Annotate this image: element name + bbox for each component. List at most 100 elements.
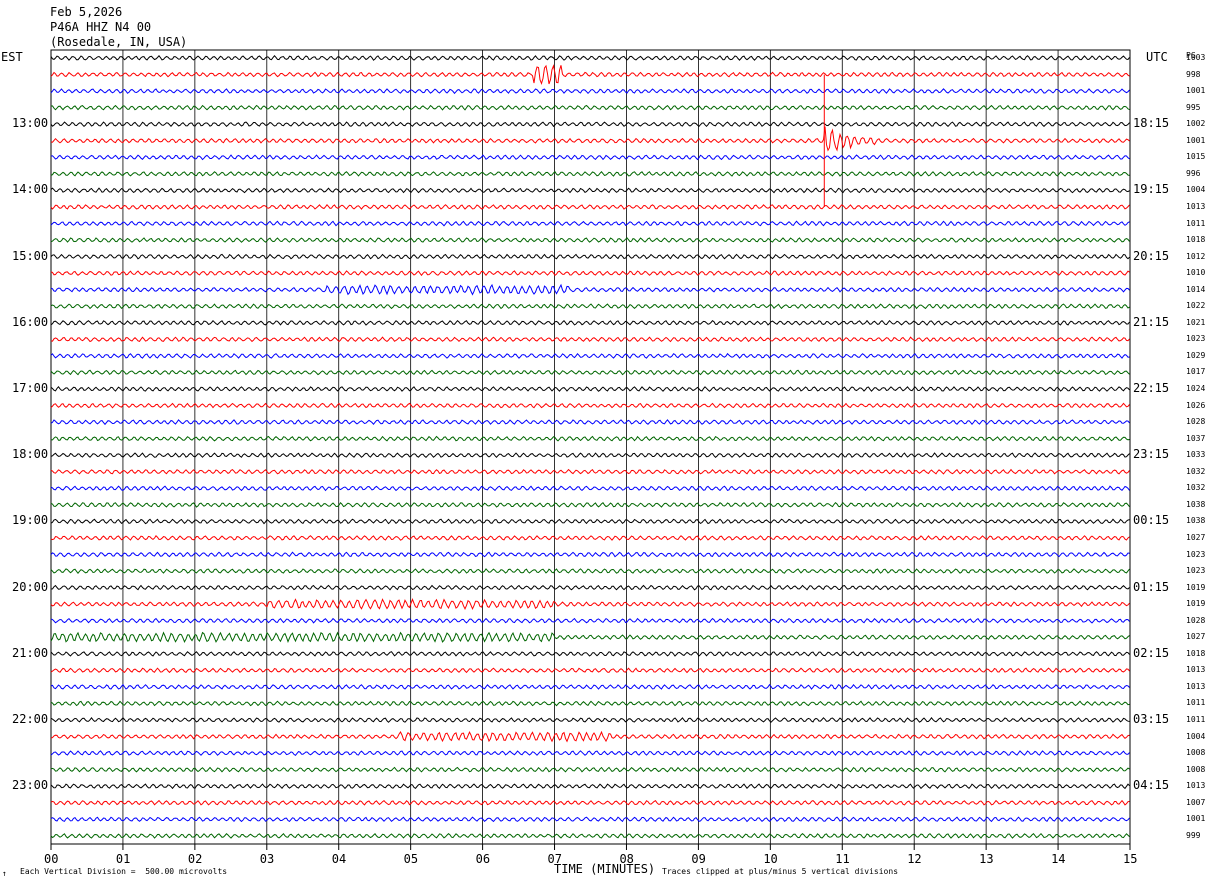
row-value: 1012 [1186, 251, 1206, 261]
utc-hour-label: 04:15 [1133, 778, 1170, 793]
x-tick-label: 02 [187, 852, 203, 866]
trace-row-3 [50, 104, 1130, 111]
utc-hour-label: 01:15 [1133, 579, 1170, 594]
row-value: 995 [1186, 102, 1201, 112]
trace-row-23 [51, 435, 1130, 442]
row-value: 1033 [1186, 450, 1206, 460]
trace-row-43 [50, 766, 1130, 773]
est-hour-label: 19:00 [12, 513, 49, 528]
row-value: 1013 [1186, 681, 1206, 691]
trace-row-19 [50, 369, 1130, 376]
utc-hour-label: 03:15 [1133, 712, 1170, 726]
row-value: 1001 [1186, 135, 1206, 145]
plot-frame [50, 49, 1131, 845]
est-hour-label: 22:00 [12, 712, 49, 726]
trace-row-10 [50, 220, 1130, 227]
utc-hour-label: 00:15 [1133, 513, 1170, 528]
x-tick-label: 05 [403, 852, 419, 866]
trace-row-2 [50, 88, 1130, 95]
date-label: Feb 5,2026 [50, 5, 123, 19]
utc-hour-label: 23:15 [1133, 447, 1170, 462]
row-value: 1038 [1186, 516, 1206, 526]
trace-row-45 [50, 799, 1130, 806]
trace-row-29 [50, 535, 1130, 541]
est-hour-label: 20:00 [12, 579, 49, 594]
trace-group [50, 55, 1130, 839]
row-value: 1011 [1186, 218, 1206, 228]
trace-row-35 [50, 631, 1130, 644]
minute-gridlines [50, 49, 1131, 845]
row-value: 1038 [1186, 499, 1206, 509]
x-tick-label: 14 [1051, 852, 1066, 866]
row-value: 1017 [1186, 367, 1206, 377]
trace-row-26 [50, 485, 1130, 492]
trace-row-44 [50, 783, 1130, 790]
row-value: 1008 [1186, 748, 1206, 758]
trace-row-0 [50, 55, 1130, 61]
station-label: P46A HHZ N4 00 [50, 20, 152, 34]
row-value: 1014 [1186, 284, 1206, 294]
trace-row-22 [50, 419, 1130, 426]
x-tick-label: 06 [475, 852, 491, 866]
row-value: 1013 [1186, 665, 1206, 675]
row-value: 1013 [1186, 781, 1206, 791]
row-value: 1019 [1186, 582, 1206, 592]
est-hour-label: 14:00 [12, 182, 49, 197]
row-value: 1032 [1186, 483, 1206, 493]
row-value: 1018 [1186, 648, 1206, 658]
trace-row-31 [50, 568, 1130, 575]
trace-row-25 [50, 468, 1130, 475]
row-value: 1028 [1186, 417, 1206, 427]
x-tick-label: 03 [259, 852, 275, 866]
trace-row-7 [50, 171, 1130, 177]
row-value: 999 [1186, 830, 1201, 840]
x-tick-label: 04 [331, 852, 347, 866]
time-axis [50, 844, 1131, 850]
est-hour-label: 16:00 [12, 314, 49, 329]
trace-row-20 [50, 386, 1130, 392]
pg-label: PG [1186, 51, 1196, 60]
trace-row-38 [50, 683, 1130, 690]
x-tick-label: 13 [979, 852, 994, 866]
trace-row-42 [50, 750, 1130, 756]
corner-mark: ↑ [2, 869, 7, 878]
row-value: 1023 [1186, 566, 1206, 576]
row-value: 1024 [1186, 384, 1206, 393]
trace-row-13 [50, 270, 1130, 277]
row-value: 1023 [1186, 334, 1206, 344]
trace-row-14 [50, 283, 1130, 296]
x-tick-label: 11 [835, 852, 850, 866]
clip-note: Traces clipped at plus/minus 5 vertical … [662, 867, 899, 876]
trace-row-39 [50, 700, 1130, 707]
trace-row-11 [50, 237, 1130, 243]
est-hour-label: 17:00 [12, 381, 49, 395]
location-label: (Rosedale, IN, USA) [50, 35, 188, 49]
row-value: 1027 [1186, 632, 1206, 642]
trace-row-40 [50, 716, 1130, 723]
trace-row-5 [50, 126, 1130, 152]
est-hour-label: 21:00 [12, 645, 49, 660]
row-value: 1010 [1186, 268, 1206, 278]
row-value: 1015 [1186, 152, 1206, 162]
trace-row-17 [50, 336, 1130, 343]
row-value: 1011 [1186, 698, 1206, 708]
row-value: 1026 [1186, 400, 1206, 410]
est-hour-label: 23:00 [12, 778, 49, 793]
utc-hour-label: 02:15 [1133, 645, 1170, 660]
trace-row-4 [50, 121, 1130, 128]
utc-hour-label: 22:15 [1133, 381, 1170, 395]
trace-row-1 [50, 64, 1130, 86]
row-value: 1011 [1186, 715, 1206, 724]
x-tick-label: 00 [44, 852, 59, 866]
trace-row-15 [50, 303, 1130, 310]
trace-row-34 [50, 617, 1130, 624]
trace-row-41 [50, 730, 1130, 743]
trace-row-28 [50, 518, 1130, 525]
row-value: 1001 [1186, 814, 1206, 824]
x-tick-label: 12 [907, 852, 922, 866]
trace-row-21 [50, 402, 1130, 409]
trace-row-33 [50, 598, 1130, 611]
utc-label: UTC [1146, 50, 1168, 64]
trace-row-18 [50, 352, 1130, 359]
